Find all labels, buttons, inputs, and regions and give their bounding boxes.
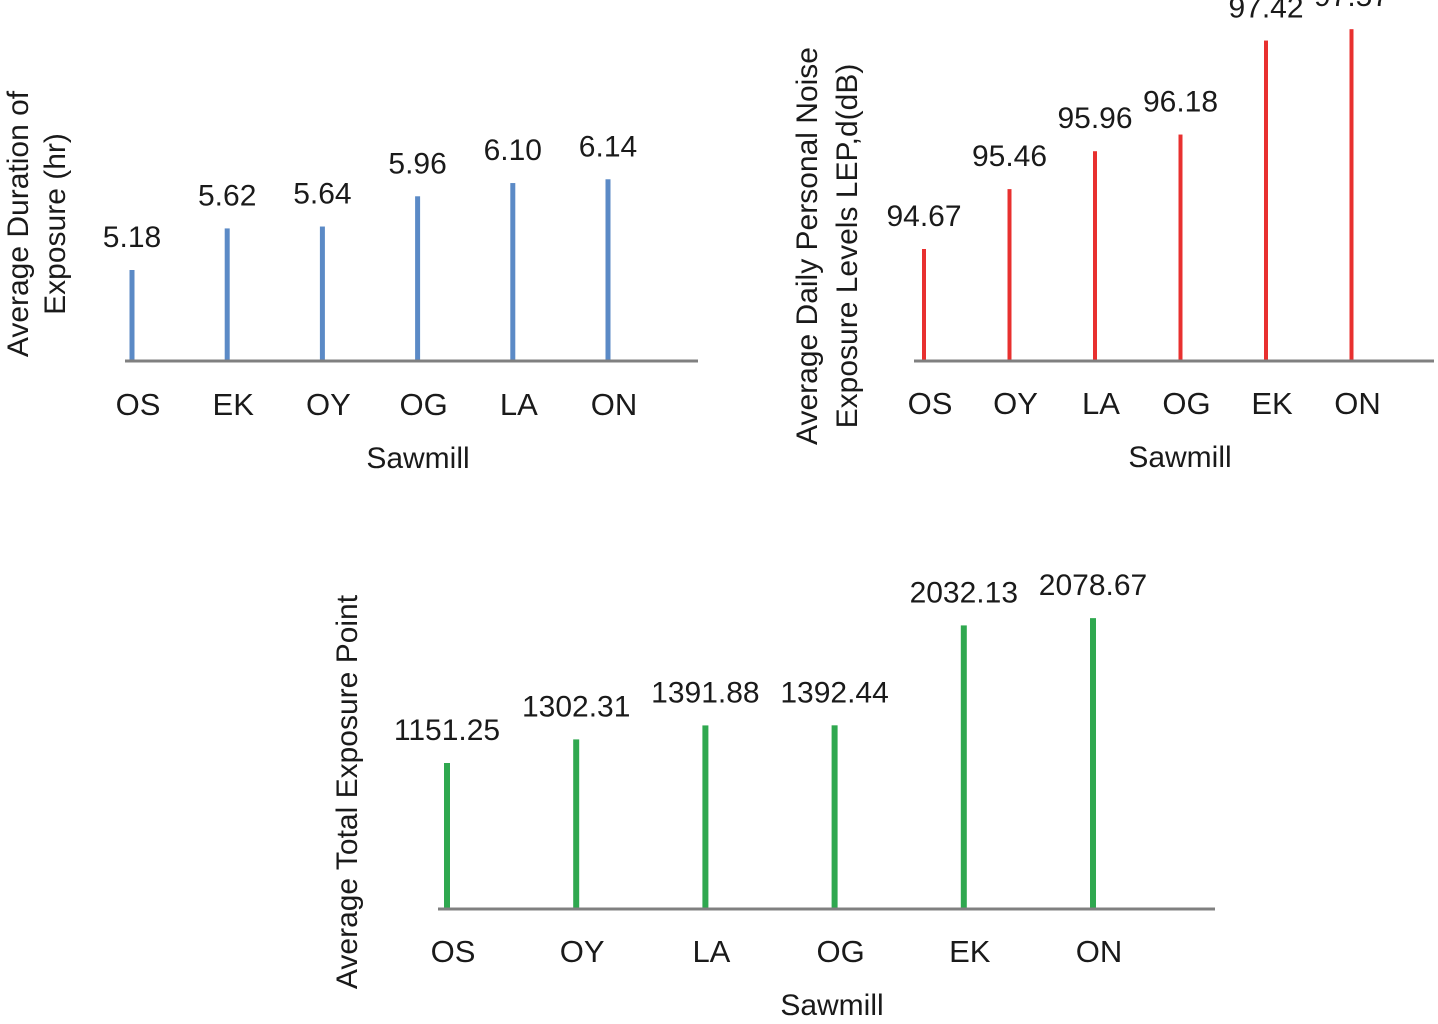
x-tick-label-oy: OY xyxy=(560,934,605,969)
y-axis-title-line-2: Exposure Levels LEP,d(dB) xyxy=(831,64,864,429)
x-tick-label-on: ON xyxy=(1334,386,1381,421)
y-axis-title-line-1: Average Total Exposure Point xyxy=(331,594,364,989)
data-label-la: 95.96 xyxy=(1057,102,1132,135)
data-label-oy: 1302.31 xyxy=(522,690,630,723)
data-label-og: 1392.44 xyxy=(780,676,888,709)
bar-os xyxy=(444,763,450,909)
data-label-on: 6.14 xyxy=(579,130,637,163)
bar-oy xyxy=(319,226,325,361)
exposure-point-chart: 1151.25 OS 1302.31 OY 1391.88 LA 1392.44 OG 2032… xyxy=(331,569,1215,1022)
data-label-oy: 95.46 xyxy=(972,140,1047,173)
x-axis-title: Sawmill xyxy=(1128,441,1231,474)
x-tick-label-la: LA xyxy=(500,387,538,422)
bar-ek xyxy=(1264,40,1268,362)
data-label-la: 6.10 xyxy=(484,134,542,167)
x-tick-label-on: ON xyxy=(1076,934,1123,969)
data-label-og: 5.96 xyxy=(388,147,446,180)
x-tick-label-os: OS xyxy=(116,387,161,422)
x-tick-label-og: OG xyxy=(816,934,864,969)
data-label-os: 5.18 xyxy=(103,221,161,254)
bar-ek xyxy=(224,228,230,361)
data-label-os: 1151.25 xyxy=(394,714,500,747)
data-label-la: 1391.88 xyxy=(651,676,759,709)
data-label-on: 97.57 xyxy=(1314,0,1389,13)
x-axis-title: Sawmill xyxy=(780,989,883,1022)
bar-ek xyxy=(960,625,967,909)
x-tick-label-os: OS xyxy=(908,386,953,421)
bar-on xyxy=(605,179,611,361)
bar-os xyxy=(922,249,926,361)
x-tick-label-ek: EK xyxy=(213,387,255,422)
x-axis-title: Sawmill xyxy=(366,442,469,475)
data-label-oy: 5.64 xyxy=(293,178,351,211)
bar-la xyxy=(510,183,516,361)
data-label-ek: 97.42 xyxy=(1228,0,1303,25)
x-tick-label-la: LA xyxy=(1082,386,1120,421)
bar-og xyxy=(415,196,421,361)
x-tick-label-oy: OY xyxy=(306,387,351,422)
data-label-og: 96.18 xyxy=(1143,86,1218,119)
data-label-on: 2078.67 xyxy=(1039,569,1147,602)
data-label-ek: 5.62 xyxy=(198,179,256,212)
bar-la xyxy=(1093,151,1097,361)
data-label-ek: 2032.13 xyxy=(910,576,1018,609)
x-tick-label-ek: EK xyxy=(949,934,991,969)
data-label-os: 94.67 xyxy=(886,200,961,233)
bar-on xyxy=(1349,29,1354,362)
y-axis-title-line-2: Exposure (hr) xyxy=(39,133,72,315)
x-tick-label-os: OS xyxy=(431,934,476,969)
bar-on xyxy=(1090,618,1096,909)
bar-oy xyxy=(1007,189,1012,361)
x-tick-label-og: OG xyxy=(1162,386,1210,421)
x-tick-label-og: OG xyxy=(399,387,447,422)
bar-oy xyxy=(573,739,580,909)
x-tick-label-ek: EK xyxy=(1251,386,1293,421)
y-axis-title-line-1: Average Duration of xyxy=(2,90,35,357)
x-tick-label-la: LA xyxy=(692,934,730,969)
bar-os xyxy=(129,270,135,361)
x-tick-label-on: ON xyxy=(591,387,638,422)
bar-og xyxy=(831,725,838,909)
bar-la xyxy=(702,725,709,909)
x-tick-label-oy: OY xyxy=(993,386,1038,421)
duration-chart: 5.18 OS 5.62 EK 5.64 OY 5.96 OG 6.10 LA 6.14 ON Sawm… xyxy=(2,90,698,475)
noise-level-chart: 94.67 OS 95.46 OY 95.96 LA 96.18 OG 97.42 EK 97.57… xyxy=(791,0,1434,474)
y-axis-title-line-1: Average Daily Personal Noise xyxy=(791,47,824,445)
bar-og xyxy=(1178,134,1183,361)
